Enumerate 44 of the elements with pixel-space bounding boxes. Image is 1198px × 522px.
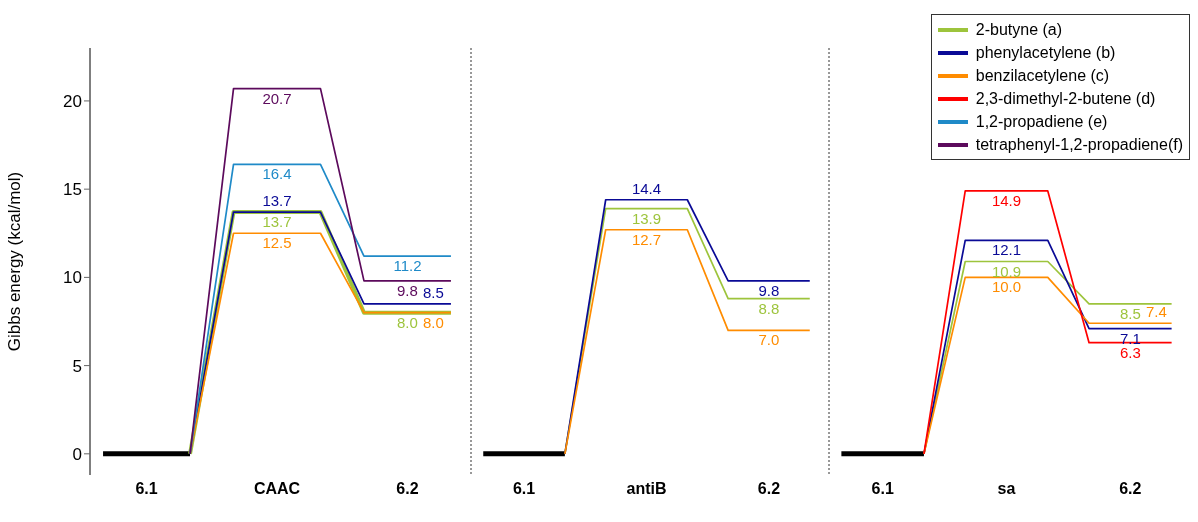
data-label: 16.4 bbox=[262, 165, 292, 183]
data-label: 14.9 bbox=[991, 191, 1022, 209]
legend-label: benzilacetylene (c) bbox=[975, 66, 1110, 85]
data-label: 13.7 bbox=[262, 213, 292, 231]
data-label: 9.8 bbox=[397, 281, 418, 299]
x-tick-label: sa bbox=[997, 480, 1016, 498]
data-label: 12.5 bbox=[262, 234, 292, 252]
x-tick-label: CAAC bbox=[253, 480, 301, 498]
x-tick-label: 6.2 bbox=[757, 480, 781, 498]
x-tick-label: antiB bbox=[626, 480, 667, 498]
legend-label: tetraphenyl-1,2-propadiene(f) bbox=[975, 135, 1183, 154]
legend-label: 2,3-dimethyl-2-butene (d) bbox=[975, 89, 1156, 108]
data-label: 7.0 bbox=[758, 331, 780, 349]
data-label: 9.8 bbox=[758, 281, 780, 299]
x-tick-label: 6.2 bbox=[396, 480, 419, 498]
data-label: 8.0 bbox=[423, 313, 444, 331]
data-label: 14.4 bbox=[631, 179, 662, 197]
data-label: 8.5 bbox=[1119, 304, 1141, 322]
legend-label: phenylacetylene (b) bbox=[975, 43, 1116, 62]
y-axis-title: Gibbs energy (kcal/mol) bbox=[5, 171, 25, 352]
x-tick-label: 6.1 bbox=[135, 480, 158, 498]
y-tick-label: 10 bbox=[63, 268, 82, 288]
data-label: 13.9 bbox=[631, 209, 662, 227]
x-tick-label: 6.1 bbox=[512, 480, 536, 498]
x-tick-label: 6.1 bbox=[871, 480, 894, 498]
data-label: 10.9 bbox=[991, 262, 1022, 280]
legend-label: 1,2-propadiene (e) bbox=[975, 112, 1108, 131]
data-label: 12.1 bbox=[991, 241, 1022, 259]
data-label: 7.4 bbox=[1145, 303, 1167, 321]
y-tick-label: 5 bbox=[72, 356, 82, 376]
y-tick-label: 0 bbox=[72, 444, 82, 464]
data-label: 6.3 bbox=[1119, 343, 1141, 361]
x-tick-label: 6.2 bbox=[1119, 480, 1142, 498]
legend-label: 2-butyne (a) bbox=[975, 20, 1063, 39]
data-label: 20.7 bbox=[262, 89, 292, 107]
data-label: 10.0 bbox=[991, 278, 1022, 296]
y-tick-label: 15 bbox=[63, 180, 82, 200]
data-label: 12.7 bbox=[631, 230, 662, 248]
y-tick-label: 20 bbox=[63, 91, 82, 111]
data-label: 8.0 bbox=[397, 313, 418, 331]
data-label: 11.2 bbox=[393, 257, 422, 275]
data-label: 8.5 bbox=[423, 283, 444, 301]
data-label: 8.8 bbox=[758, 299, 780, 317]
data-label: 13.7 bbox=[262, 192, 292, 210]
